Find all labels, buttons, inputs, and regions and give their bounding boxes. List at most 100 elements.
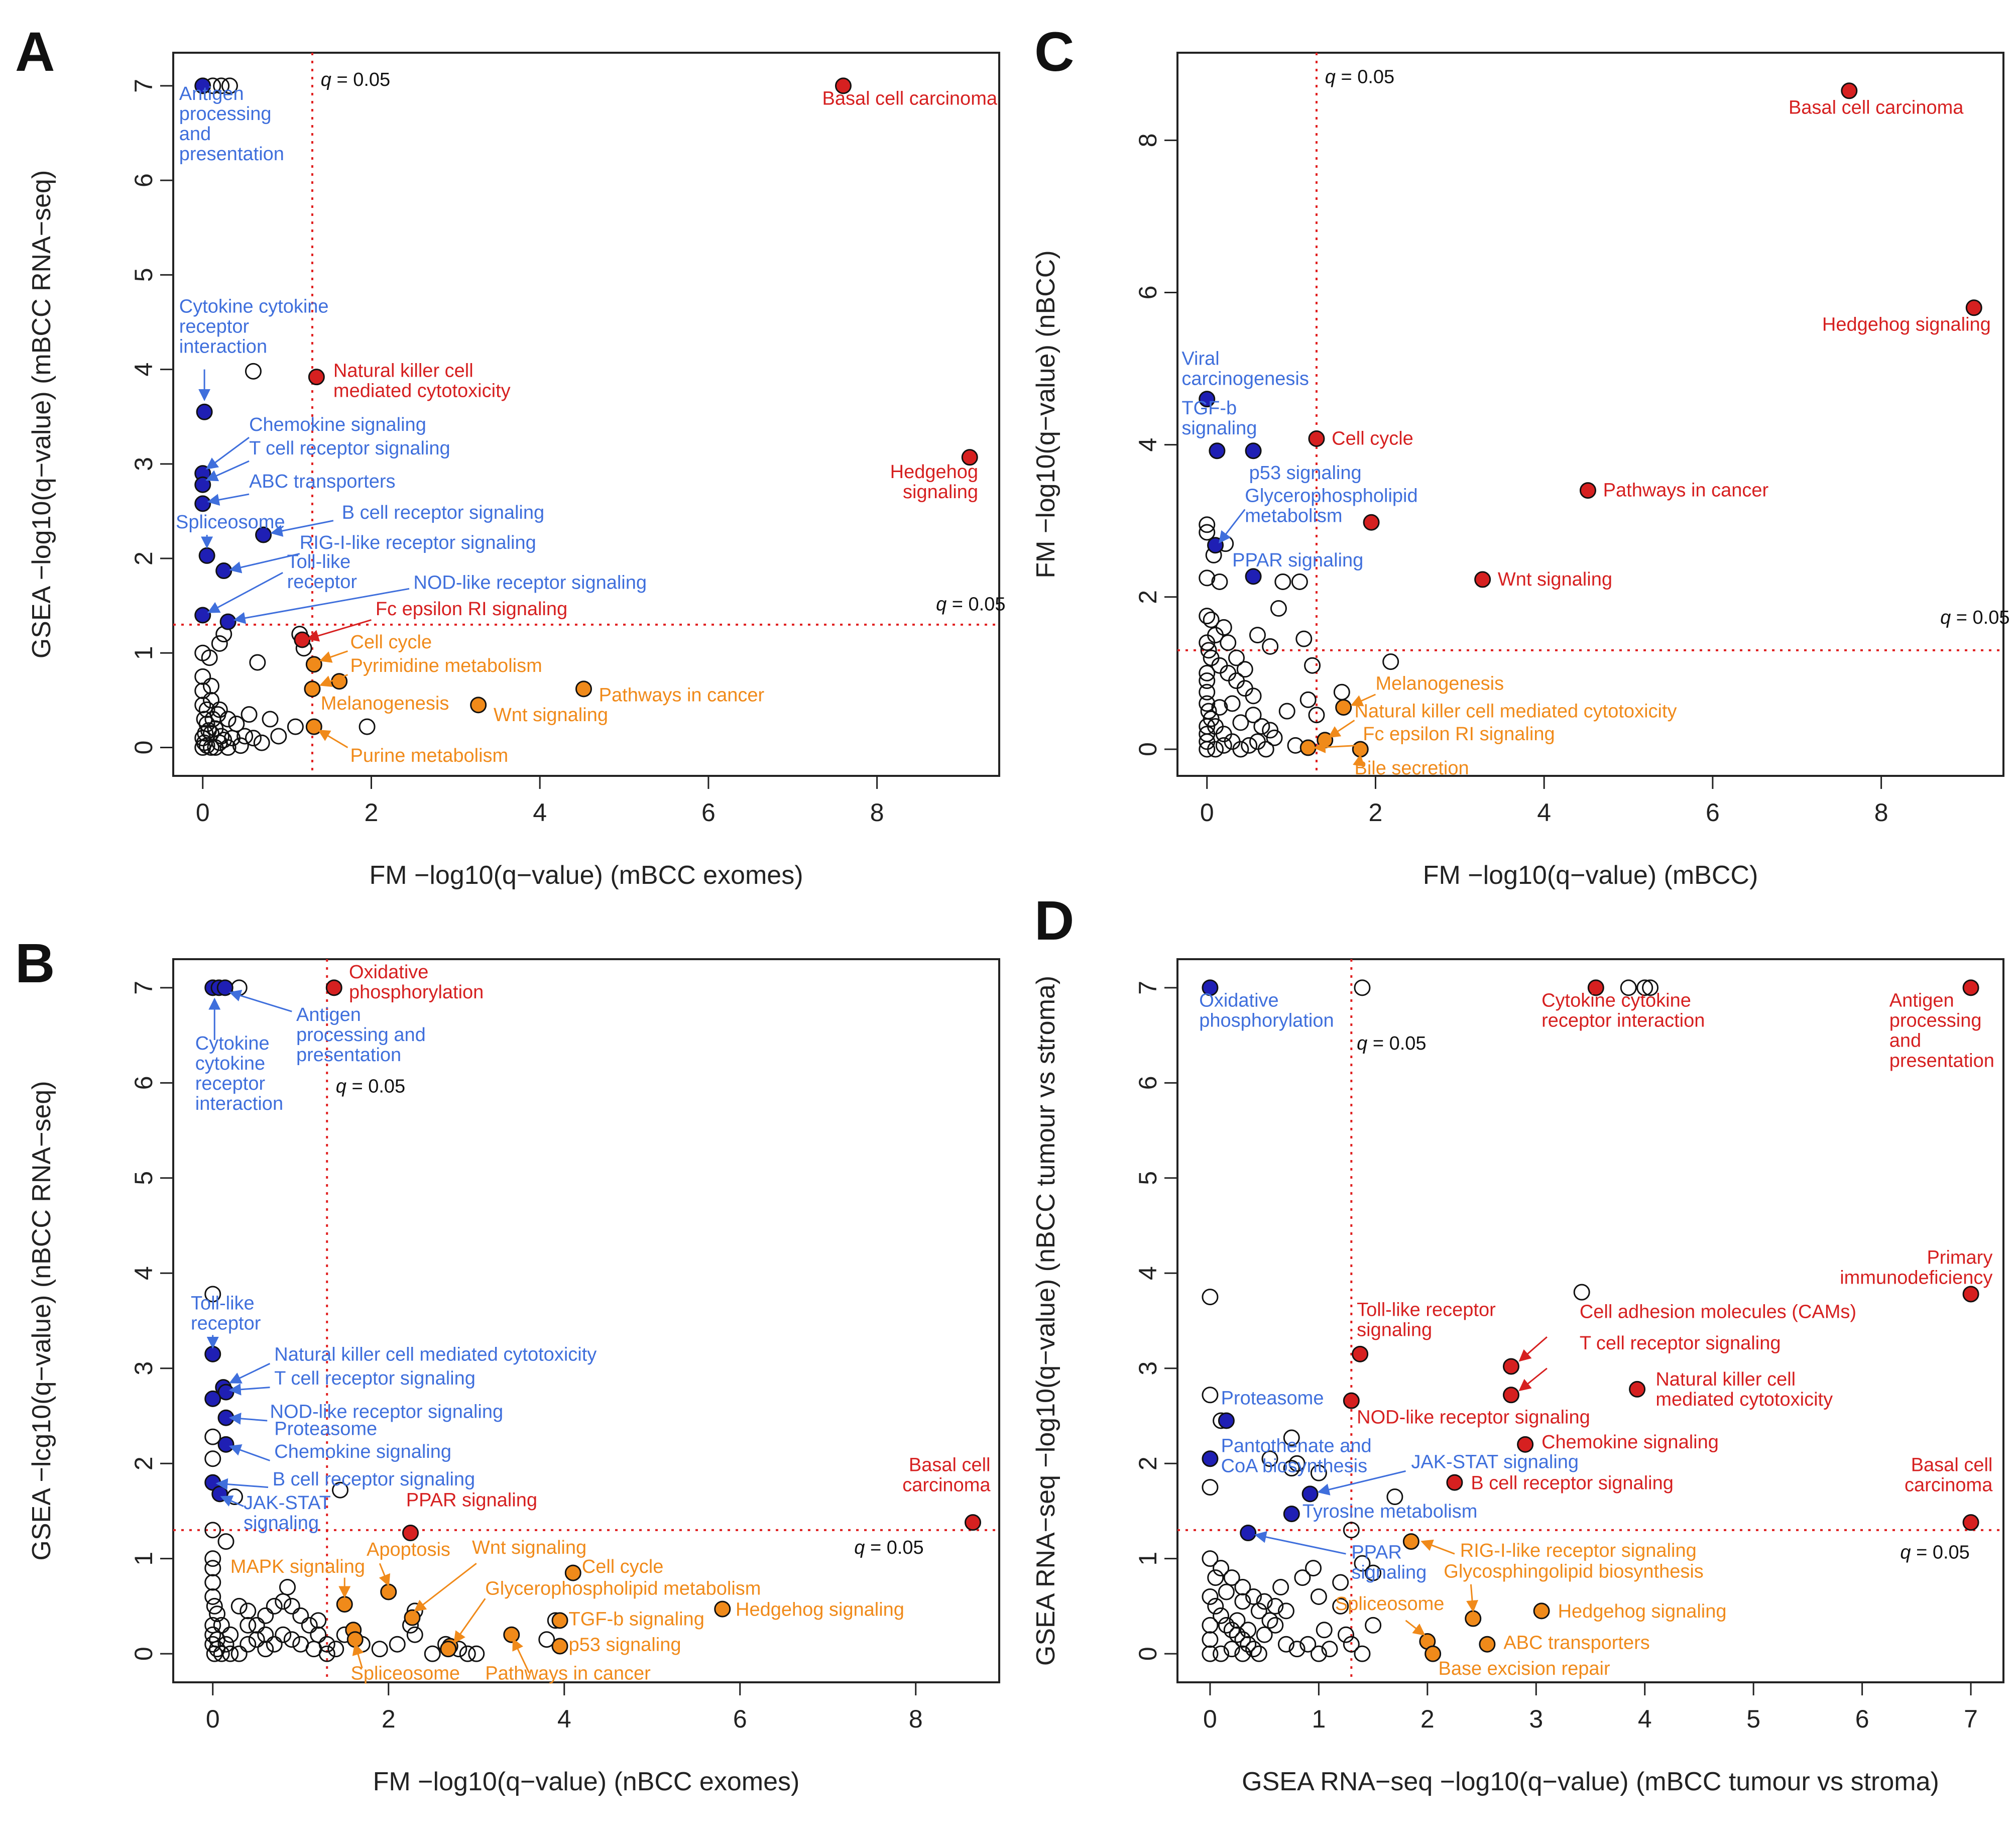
data-point-highlight-b xyxy=(204,1390,221,1407)
data-point-open-c xyxy=(1274,573,1291,590)
y-axis-label-c: FM −log10(q−value) (nBCC) xyxy=(1031,250,1060,578)
plot-frame-c xyxy=(1176,52,2004,777)
pathway-label-a-1: Basal cell carcinoma xyxy=(822,88,998,109)
annotation-arrow-c xyxy=(1328,720,1355,738)
annotation-arrow-d xyxy=(1466,1584,1478,1613)
pathway-label-c-10: Melanogenesis xyxy=(1375,673,1504,695)
pathway-label-b-20: p53 signaling xyxy=(569,1634,681,1655)
data-point-open-b xyxy=(240,1636,257,1653)
data-point-open-d xyxy=(1294,1569,1311,1586)
data-point-open-d xyxy=(1240,1622,1257,1639)
data-point-open-b xyxy=(301,1617,318,1634)
pathway-label-b-19: Hedgehog signaling xyxy=(736,1599,904,1620)
pathway-label-d-0: Oxidative phosphorylation xyxy=(1199,990,1334,1031)
data-point-highlight-d xyxy=(1502,1387,1519,1404)
data-point-open-d xyxy=(1202,1387,1219,1404)
data-point-highlight-b xyxy=(217,1436,234,1453)
annotation-arrow-d xyxy=(1420,1539,1455,1555)
data-point-highlight-b xyxy=(551,1638,568,1655)
y-tick-label-b: 2 xyxy=(130,1456,158,1470)
pathway-label-c-2: Viral carcinogenesis xyxy=(1181,348,1309,389)
annotation-arrow-a xyxy=(229,553,300,573)
data-point-open-a xyxy=(245,730,262,747)
data-point-open-a xyxy=(221,77,238,94)
y-tick-label-b: 1 xyxy=(130,1552,158,1566)
data-point-highlight-d xyxy=(1629,1381,1646,1398)
data-point-open-c xyxy=(1304,657,1321,674)
pathway-label-b-4: Natural killer cell mediated cytotoxicit… xyxy=(274,1344,597,1365)
pathway-label-c-1: Hedgehog signaling xyxy=(1822,314,1991,335)
data-point-highlight-d xyxy=(1446,1474,1463,1491)
data-point-open-d xyxy=(1218,1583,1235,1600)
y-tick-label-b: 5 xyxy=(130,1171,158,1185)
data-point-highlight-d xyxy=(1962,1514,1979,1531)
data-point-open-c xyxy=(1382,653,1399,670)
data-point-highlight-d xyxy=(1352,1345,1369,1362)
data-point-open-d xyxy=(1250,1602,1267,1620)
pathway-label-a-12: NOD-like receptor signaling xyxy=(413,572,647,593)
pathway-label-a-6: ABC transporters xyxy=(249,471,395,492)
data-point-open-d xyxy=(1332,1574,1349,1591)
pathway-label-c-9: Wnt signaling xyxy=(1498,569,1612,590)
data-point-open-d xyxy=(1573,1284,1590,1301)
pathway-label-d-13: B cell receptor signaling xyxy=(1471,1472,1673,1493)
data-point-highlight-c xyxy=(1363,514,1380,531)
data-point-open-c xyxy=(1333,683,1350,701)
pathway-label-b-15: MAPK signaling xyxy=(230,1556,365,1577)
data-point-open-b xyxy=(257,1641,274,1658)
data-point-highlight-a xyxy=(305,718,322,735)
pathway-label-a-15: Pyrimidine metabolism xyxy=(350,655,542,676)
x-tick-label-a: 2 xyxy=(365,798,379,827)
annotation-arrow-d xyxy=(1405,1620,1426,1636)
data-point-open-a xyxy=(245,363,262,380)
y-tick-label-d: 1 xyxy=(1134,1552,1162,1566)
pathway-label-a-7: Hedgehog signaling xyxy=(890,462,978,503)
data-point-open-b xyxy=(204,1522,221,1539)
pathway-label-c-7: Glycerophospholipid metabolism xyxy=(1245,485,1417,526)
pathway-label-c-12: Fc epsilon RI signaling xyxy=(1363,724,1555,745)
annotation-arrow-a xyxy=(319,674,348,687)
data-point-highlight-b xyxy=(216,979,233,996)
y-tick-label-d: 4 xyxy=(1134,1266,1162,1280)
annotation-arrow-d xyxy=(1518,1336,1548,1362)
x-tick-label-b: 6 xyxy=(733,1705,747,1733)
data-point-open-c xyxy=(1199,695,1216,712)
data-point-open-c xyxy=(1199,683,1216,701)
data-point-open-d xyxy=(1305,1560,1322,1577)
data-point-open-c xyxy=(1203,710,1220,727)
data-point-open-c xyxy=(1232,714,1249,731)
data-point-open-d xyxy=(1365,1617,1382,1634)
data-point-highlight-d xyxy=(1502,1358,1519,1375)
y-tick-label-d: 7 xyxy=(1134,981,1162,995)
panel-a: 0 2 4 6 8 0 1 2 3 4 5 6 7 FM −log10(q−value) (mBCC ex… xyxy=(27,52,1006,890)
data-point-open-b xyxy=(257,1626,274,1643)
data-point-open-c xyxy=(1262,722,1279,739)
data-point-highlight-a xyxy=(194,607,211,624)
pathway-label-b-7: Proteasome xyxy=(274,1418,377,1439)
data-point-open-d xyxy=(1343,1522,1360,1539)
data-point-open-c xyxy=(1266,729,1283,746)
panel-letter-b: B xyxy=(15,933,55,994)
pathway-label-d-15: Basal cell carcinoma xyxy=(1905,1454,1993,1496)
pathway-label-b-17: Glycerophospholipid metabolism xyxy=(485,1578,761,1599)
data-point-highlight-c xyxy=(1299,739,1317,756)
data-point-open-d xyxy=(1636,979,1653,996)
data-point-highlight-b xyxy=(211,1485,228,1503)
data-point-highlight-d xyxy=(1425,1645,1442,1662)
annotation-arrow-d xyxy=(1317,1470,1406,1496)
annotation-arrow-b xyxy=(453,1598,486,1644)
data-point-open-c xyxy=(1253,718,1270,735)
q-label-a-1: q = 0.05 xyxy=(936,594,1005,615)
q-label-d-1: q = 0.05 xyxy=(1900,1542,1969,1563)
data-point-open-a xyxy=(262,711,279,728)
data-point-open-c xyxy=(1211,573,1228,590)
data-point-open-a xyxy=(194,697,211,714)
pathway-label-b-6: NOD-like receptor signaling xyxy=(270,1401,504,1422)
data-point-open-a xyxy=(213,77,230,94)
data-point-open-d xyxy=(1202,1550,1219,1567)
pathway-label-c-5: p53 signaling xyxy=(1249,463,1362,484)
data-point-open-c xyxy=(1241,737,1258,754)
data-point-highlight-a xyxy=(215,562,232,580)
data-point-open-b xyxy=(327,1641,344,1658)
y-tick-label-c: 2 xyxy=(1134,590,1162,604)
